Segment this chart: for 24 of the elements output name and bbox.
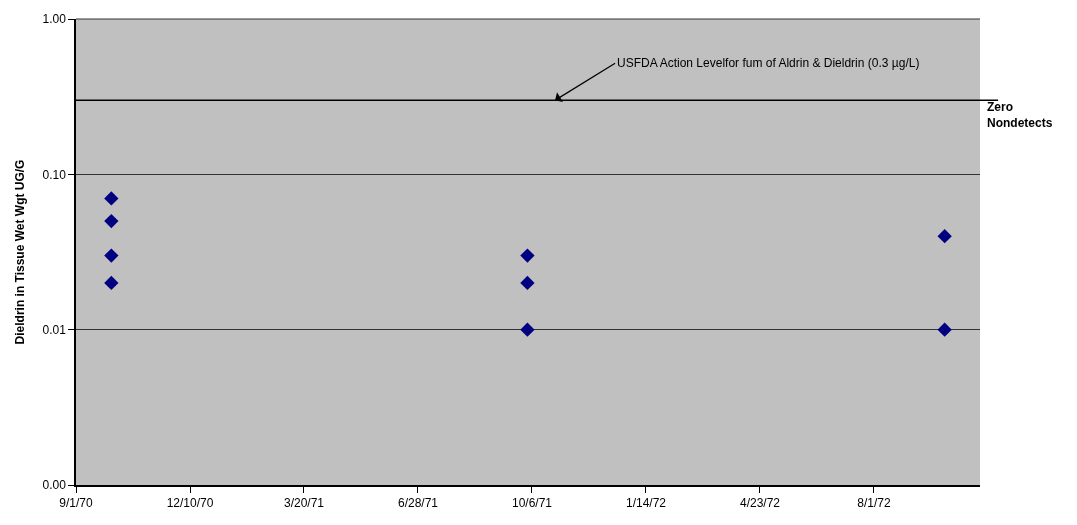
point: [937, 322, 952, 337]
point: [104, 191, 119, 206]
x-tick-label: 3/20/71: [283, 496, 325, 511]
point: [104, 248, 119, 263]
point: [520, 322, 535, 337]
point: [104, 213, 119, 229]
point: [520, 275, 535, 291]
y-axis-title: Dieldrin in Tissue Wet Wgt UG/G: [13, 159, 28, 345]
x-tick-label: 9/1/70: [59, 496, 93, 511]
y-tick-label: 0.00: [42, 478, 67, 493]
point: [520, 248, 535, 263]
x-tick-label: 4/23/72: [739, 496, 781, 511]
point: [937, 229, 952, 244]
x-tick-label: 12/10/70: [166, 496, 214, 511]
point: [104, 275, 119, 291]
ref-line-label: USFDA Action Levelfor fum of Aldrin & Dieldrin (0.3 µg/L): [617, 56, 920, 70]
x-tick-label: 8/1/72: [857, 496, 891, 511]
y-tick-label: 1.00: [42, 12, 67, 27]
x-tick-label: 6/28/71: [397, 496, 439, 511]
x-tick-label: 1/14/72: [625, 496, 667, 511]
x-tick-label: 10/6/71: [511, 496, 553, 511]
y-tick-label: 0.10: [42, 167, 67, 182]
y-tick-label: 0.01: [42, 322, 67, 337]
text: Zero Nondetects: [987, 100, 1053, 130]
